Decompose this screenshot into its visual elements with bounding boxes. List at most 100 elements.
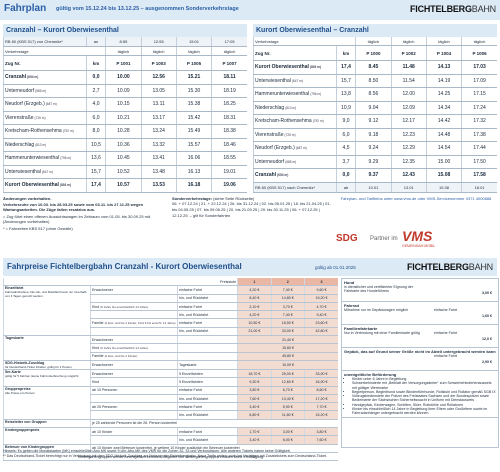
stop-time: 14.54: [425, 141, 462, 156]
stop-km: 13,8: [335, 87, 356, 102]
side-item: Hund in dienstlicher und zertifizierter E…: [342, 279, 498, 302]
group-text: je 25 zahlende Personen ist die 26. Pers…: [89, 419, 338, 429]
stop-cell: Hammerunterwiesenthal(796 m): [253, 87, 337, 102]
special-label: Sonderverkehrstage:: [172, 196, 213, 201]
passenger: ab 10 Kinder: [91, 429, 113, 434]
connection-time: 18.01: [461, 182, 497, 193]
stop-cell: Niederschlag(813 m): [253, 101, 337, 115]
level: 3: [304, 278, 338, 287]
stop-altitude: (687 m): [295, 146, 307, 151]
stop-km: 10,5: [85, 138, 106, 152]
stop-time: 12.43: [390, 168, 427, 183]
stop-row: Niederschlag(813 m) 10,9 9.04 12.09 14.34 17.…: [253, 101, 497, 115]
free-item: Schwerbehinderte mit „Beiblatt der Verso…: [352, 381, 496, 390]
stop-km: 3,7: [335, 155, 356, 169]
price: 25,00 €: [270, 369, 305, 379]
special-date: 06. + 07.12.25: [291, 207, 318, 212]
level: 1: [237, 278, 272, 287]
special-date: 12.12.25: [172, 213, 188, 218]
fares-title: Fahrpreise Fichtelbergbahn Cranzahl - Ku…: [7, 262, 242, 271]
stop-altitude: (813 m): [35, 142, 47, 147]
stop-name: Unterwiesenthal: [5, 168, 41, 175]
fare-row: hin- und Rückfahrt 8,40 €14,80 €19,20 €: [4, 294, 338, 303]
fares-footnote: Kindergartengruppen werden unentgeltlich…: [3, 452, 338, 462]
group-note: Fahrradmitnahme: Die Hin- und Rückfahrt …: [5, 290, 87, 299]
stop-time: 9.04: [355, 101, 392, 115]
stop-time: 10.45: [105, 151, 142, 166]
stop-row: Kretscham-Rothensehma(792 m) 8,0 10.28 13.2…: [3, 124, 247, 139]
connection-row: RB 80 (KBS 517) von Chemnitz* an 8:55 12:55…: [3, 37, 247, 47]
connection-time: 12:55: [140, 37, 177, 47]
stop-altitude: (685 m): [35, 88, 47, 93]
stop-time: 14.13: [425, 60, 462, 75]
stop-time: 14.34: [425, 101, 462, 115]
stop-time: 12.56: [140, 70, 177, 85]
separator: |: [257, 207, 261, 212]
price: 3,00 €: [270, 427, 305, 437]
group-name: SDG-Historik-Zuschlag: [5, 360, 45, 365]
price: 42,80 €: [304, 327, 338, 337]
price: 18,50 €: [270, 318, 305, 328]
day: täglich: [461, 37, 497, 46]
free-item: Handgepäck, Kinderwagen, Schlitten, Skie…: [352, 403, 496, 407]
stop-time: 15.21: [175, 70, 212, 85]
stop-cell: Cranzahl(654 m): [3, 70, 87, 85]
stop-row: Niederschlag(813 m) 10,5 10.36 13.32 15.57 18…: [3, 138, 247, 152]
stop-time: 18.19: [211, 84, 247, 98]
group-note: gültig für 5 Fahrten (keine Fahrtunterbr…: [5, 373, 79, 378]
group-name: Betreuer von Kindergruppen: [3, 444, 91, 453]
ticket-kind: einfache Fahrt: [176, 427, 238, 437]
stop-row: Cranzahl(654 m) 0,0 10.00 12.56 15.21 18.11: [3, 70, 247, 85]
stop-cell: Kurort Oberwiesenthal(893 m): [253, 60, 337, 75]
logo-light: BAHN: [471, 4, 496, 14]
passenger-cell: Kind (6 Jahre bis einschließlich 14 Jahr…: [89, 343, 178, 353]
passenger-cell: Familie (2 Erw. und bis 4 Kinder, Kind 6…: [89, 318, 178, 328]
stop-cell: Vierenstraße(726 m): [3, 111, 87, 125]
train-number: P 1003: [140, 55, 177, 71]
stop-time: 13.05: [140, 84, 177, 98]
fares-side: Hund in dienstlicher und zertifizierter E…: [341, 278, 499, 448]
stop-time: 16.18: [175, 178, 212, 193]
stop-time: 13.32: [140, 138, 177, 152]
note: = Zug führt einen offenen Aussichtswagen…: [3, 214, 152, 224]
fare-row: ab 25 Personen einfache Fahrt 3,40 €5,90 €…: [4, 402, 338, 412]
side-text: Mitnahme nur im Gepäckwagen möglich: [344, 308, 409, 312]
train-number: P 1005: [175, 55, 212, 71]
fares-header: Fahrpreise Fichtelbergbahn Cranzahl - Ku…: [3, 258, 497, 276]
group-cell: Einzelfahrt Fahrradmitnahme: Die Hin- und…: [3, 285, 91, 337]
separator: |: [290, 201, 294, 206]
logo-bold: FICHTELBERG: [409, 4, 472, 14]
passenger-note: (6 Jahre bis einschließlich 14 Jahre): [100, 304, 149, 309]
stop-altitude: (792 m): [62, 129, 74, 134]
side-kind: einfache Fahrt: [434, 354, 457, 358]
passenger-cell: Erwachsener: [89, 360, 178, 370]
stop-name: Neudorf (Erzgeb.): [5, 101, 45, 108]
special-dates: 06. + 07.12.24 | 21. + 22.12.24 | 26. bi…: [172, 201, 332, 219]
passenger-cell: Familie (2 Erw. und bis 4 Kinder): [89, 352, 178, 361]
stop-row: Neudorf (Erzgeb.)(687 m) 4,5 9.24 12.29 14.5…: [253, 141, 497, 156]
price: 15,20 €: [304, 410, 338, 420]
stop-cell: Vierenstraße(726 m): [253, 128, 337, 142]
special-date: 21. + 22.12.24: [200, 201, 227, 206]
free-transport: unentgeltliche BeförderungKinder unter 6…: [342, 371, 498, 418]
price: 23,60 €: [304, 318, 338, 328]
stop-time: 8.45: [355, 60, 392, 75]
stop-km: 0,0: [85, 70, 106, 85]
stop-km: 15,7: [335, 74, 356, 88]
side-text: in dienstlicher und zertifizierter Eignu…: [344, 285, 413, 294]
stop-km: 4,5: [335, 141, 356, 156]
ticket-kind: [176, 335, 238, 345]
price: 3,80 €: [237, 386, 272, 395]
stop-time: 14.48: [425, 128, 462, 142]
free-item: Begleitperson, Begleithund sowie Blinden…: [352, 390, 496, 394]
km-label: km: [335, 45, 356, 61]
train-number: P 1004: [425, 45, 462, 61]
passenger-note: (2 Erw. und bis 4 Kinder): [104, 354, 138, 359]
separator: |: [193, 207, 198, 212]
ticket-kind: [176, 343, 238, 353]
price: 16,90 €: [304, 377, 338, 387]
stop-name: Hammerunterwiesenthal: [5, 155, 60, 162]
ticket-kind: hin- und Rückfahrt: [176, 294, 238, 303]
stop-time: 17.58: [461, 168, 497, 183]
